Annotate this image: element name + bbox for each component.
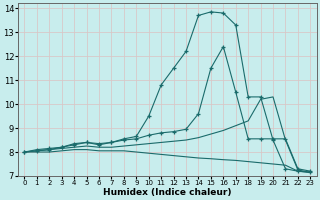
X-axis label: Humidex (Indice chaleur): Humidex (Indice chaleur)	[103, 188, 232, 197]
